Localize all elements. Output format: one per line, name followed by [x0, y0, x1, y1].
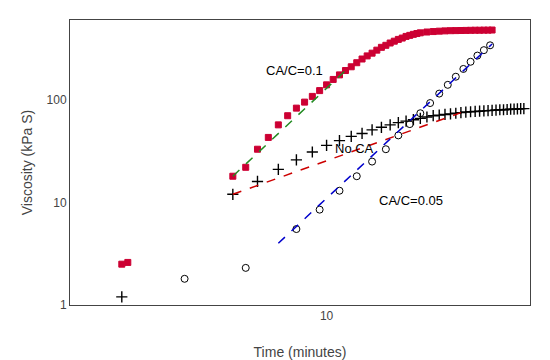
svg-text:CA/C=0.05: CA/C=0.05	[379, 193, 443, 208]
svg-text:Viscosity (kPa S): Viscosity (kPa S)	[19, 110, 35, 216]
svg-text:10: 10	[53, 196, 67, 210]
svg-text:10: 10	[320, 309, 334, 323]
svg-text:Time (minutes): Time (minutes)	[254, 344, 347, 360]
svg-text:1: 1	[60, 298, 67, 312]
svg-text:CA/C=0.1: CA/C=0.1	[266, 63, 323, 78]
svg-text:No CA: No CA	[335, 141, 374, 156]
svg-text:100: 100	[47, 93, 67, 107]
